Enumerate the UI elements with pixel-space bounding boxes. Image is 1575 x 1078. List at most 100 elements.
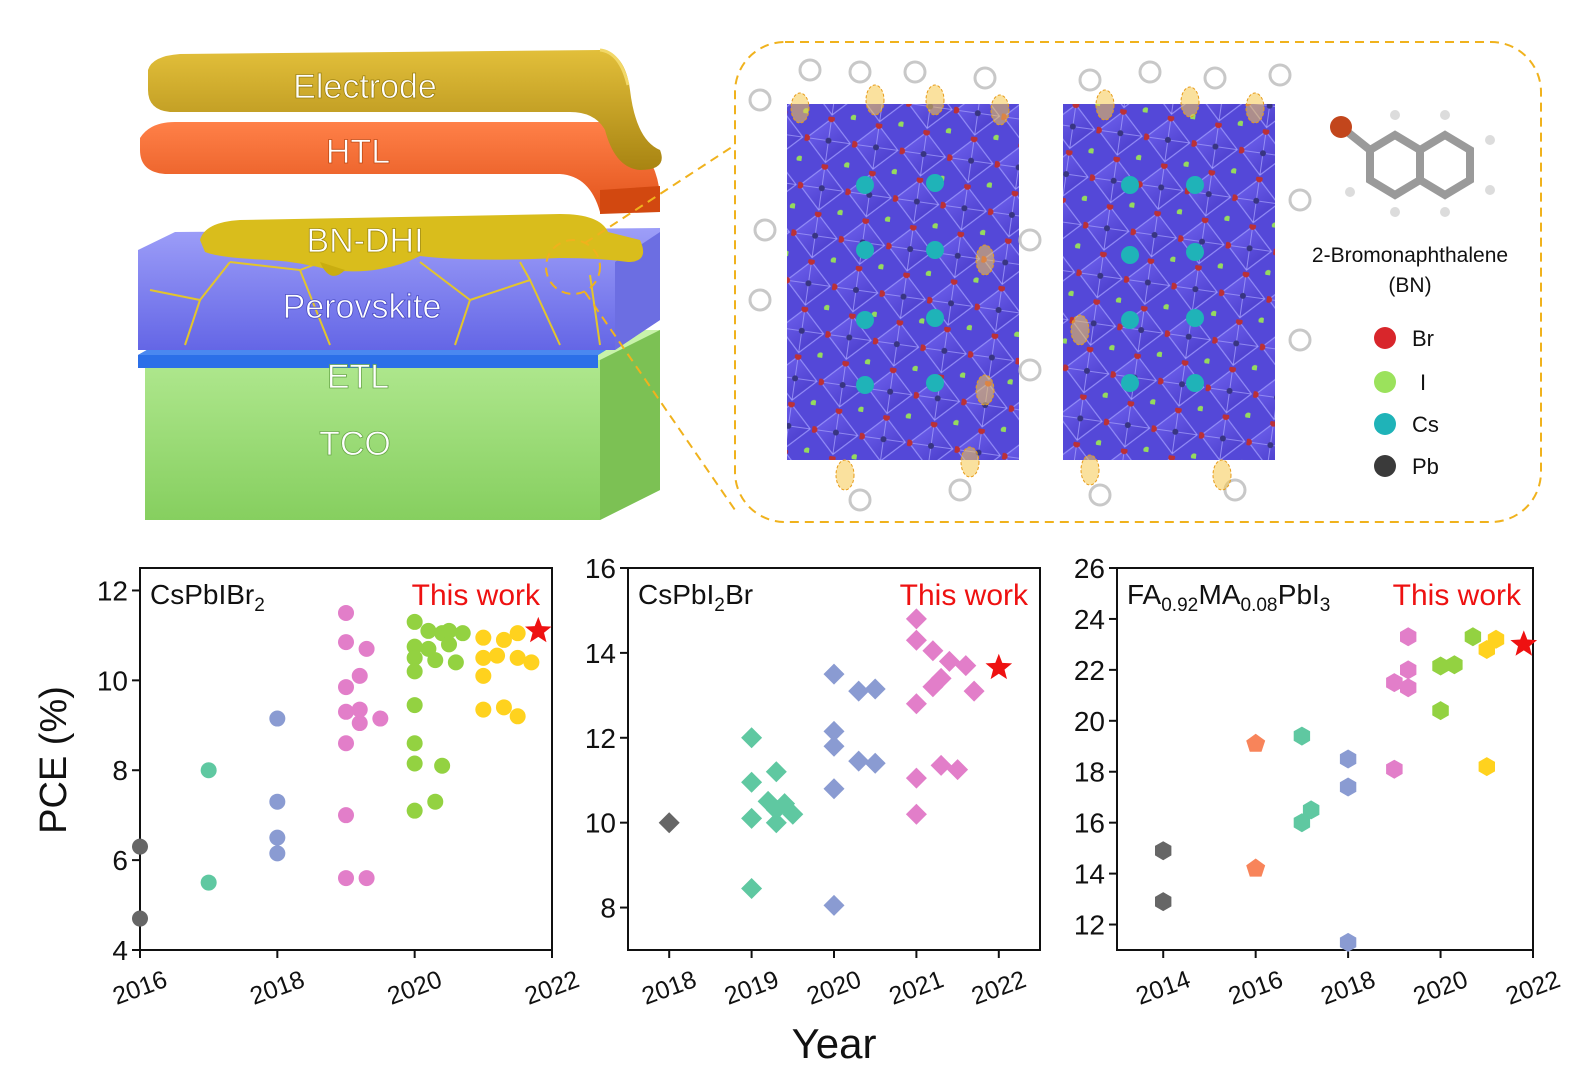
data-point — [338, 703, 354, 720]
atom-legend: Br I Cs Pb — [1374, 326, 1439, 479]
x-tick-label: 2020 — [384, 965, 446, 1010]
x-tick-label: 2018 — [1317, 965, 1379, 1010]
data-point — [1155, 892, 1172, 912]
legend-swatch-br — [1374, 327, 1396, 349]
data-point — [509, 625, 526, 642]
plot-frame — [139, 567, 553, 951]
x-tick-label: 2018 — [246, 965, 308, 1010]
data-point — [406, 613, 423, 630]
molecule-abbrev: (BN) — [1388, 274, 1431, 297]
zoom-circle — [545, 239, 601, 295]
data-point — [823, 663, 845, 685]
y-tick-label: 10 — [585, 808, 616, 839]
data-point — [358, 640, 375, 657]
data-point — [420, 622, 437, 639]
data-point — [765, 761, 787, 783]
zoom-connector — [545, 144, 736, 511]
data-point — [658, 812, 680, 834]
data-point — [509, 649, 526, 666]
data-point — [406, 638, 423, 655]
layer-label-htl: HTL — [326, 133, 390, 171]
layer-label-perovskite: Perovskite — [283, 288, 442, 326]
data-point — [963, 680, 985, 702]
chart-panel-2: 8 10 12 14 16 2018 2019 2020 2021 2022 CsPbI2 Br Th… — [585, 553, 1041, 1011]
data-point — [269, 829, 286, 846]
data-point — [406, 663, 423, 680]
layer-label-bn-dhi: BN-DHI — [306, 222, 423, 260]
y-tick-label: 18 — [1074, 757, 1105, 788]
y-tick-label: 20 — [1074, 706, 1105, 737]
x-tick-label: 2014 — [1132, 965, 1194, 1010]
data-point — [741, 807, 763, 829]
data-point — [741, 771, 763, 793]
molecule-name: 2-Bromonaphthalene — [1312, 244, 1508, 267]
data-point — [1400, 678, 1417, 698]
y-tick-label: 14 — [1074, 859, 1105, 890]
data-point — [447, 654, 464, 671]
data-point — [1432, 701, 1449, 721]
legend-label-i: I — [1420, 370, 1426, 395]
bn-molecules-surface — [748, 58, 1312, 512]
layer-label-etl: ETL — [327, 358, 389, 396]
y-tick-label: 12 — [585, 723, 616, 754]
x-tick-label: 2018 — [638, 965, 700, 1010]
data-point — [475, 667, 492, 684]
data-point — [1432, 656, 1449, 676]
data-point — [1478, 640, 1495, 659]
y-tick-label: 24 — [1074, 604, 1105, 635]
legend-label-cs: Cs — [1412, 412, 1439, 437]
stack-labels: Electrode HTL BN-DHI Perovskite ETL TCO — [282, 68, 442, 464]
x-tick-label: 2016 — [1225, 965, 1287, 1010]
panel-title: FA0.92 MA0.08 PbI3 — [1127, 579, 1330, 616]
y-tick-label: 26 — [1074, 553, 1105, 584]
panel-title: CsPbIBr2 — [150, 579, 265, 616]
this-work-star — [1510, 630, 1538, 656]
y-tick-label: 8 — [600, 893, 616, 924]
data-point — [406, 697, 423, 714]
data-point — [338, 604, 354, 621]
plot-frame — [1116, 567, 1534, 951]
this-work-star — [525, 616, 552, 643]
data-point — [427, 793, 444, 810]
data-point — [1464, 627, 1482, 647]
y-tick-label: 16 — [1074, 808, 1105, 839]
bn-dhi-layer — [200, 214, 644, 272]
data-point — [406, 802, 423, 819]
data-point — [905, 629, 927, 651]
htl-layer — [140, 122, 660, 212]
legend-label-br: Br — [1412, 326, 1434, 351]
y-tick-label: 6 — [112, 845, 128, 876]
x-tick-label: 2021 — [885, 965, 947, 1010]
x-tick-label: 2022 — [1502, 965, 1564, 1010]
data-point — [441, 636, 457, 653]
chart-panel-1: 4 6 8 10 12 2016 2018 2020 2022 CsPbIBr2 This wor… — [97, 567, 583, 1011]
data-point — [523, 654, 540, 671]
this-work-label: This work — [412, 579, 541, 612]
y-tick-label: 12 — [1074, 910, 1105, 941]
data-point — [434, 757, 451, 774]
data-point — [351, 667, 368, 684]
layer-label-electrode: Electrode — [293, 68, 437, 106]
data-point — [922, 640, 944, 662]
electrode-layer — [148, 50, 662, 170]
data-point — [938, 650, 960, 672]
data-point — [200, 874, 217, 891]
data-point — [1400, 627, 1417, 647]
data-point — [864, 752, 886, 774]
data-point — [1478, 757, 1495, 777]
data-point — [351, 701, 368, 718]
br-anchor-highlights — [790, 84, 1265, 491]
data-point — [905, 767, 927, 789]
data-point — [338, 735, 354, 752]
data-point — [1446, 655, 1463, 675]
data-point — [864, 678, 886, 700]
data-point — [765, 799, 787, 821]
data-point — [1400, 660, 1417, 680]
data-point — [269, 710, 286, 727]
data-point — [475, 701, 492, 718]
x-tick-label: 2022 — [521, 965, 583, 1010]
data-point — [200, 762, 217, 779]
y-tick-label: 4 — [112, 935, 128, 966]
